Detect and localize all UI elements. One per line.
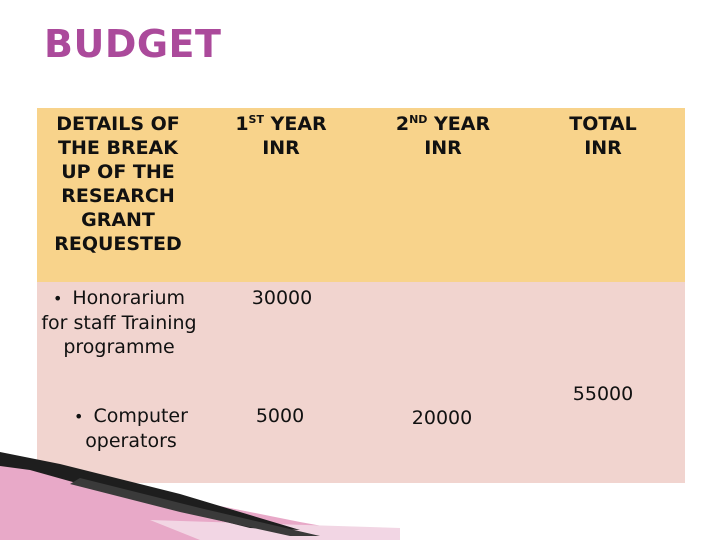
- slide-title: BUDGET: [44, 22, 222, 66]
- row-honorarium-label: Honorarium for staff Training programme: [41, 287, 197, 358]
- row-computer-year1: 5000: [255, 405, 305, 427]
- header-year1-ordinal: ST: [248, 113, 264, 126]
- header-year1: 1ST YEAR INR: [215, 112, 347, 160]
- row-honorarium-year1: 30000: [251, 287, 313, 309]
- decorative-swoosh: [0, 452, 400, 540]
- header-total: TOTAL INR: [569, 113, 637, 159]
- row-honorarium-item: • Honorarium for staff Training programme: [37, 286, 201, 359]
- header-year1-label: YEAR INR: [262, 113, 327, 159]
- header-year2-ordinal: ND: [409, 113, 428, 126]
- row-honorarium-bullet: •: [52, 289, 63, 308]
- header-details: DETAILS OF THE BREAK UP OF THE RESEARCH …: [54, 113, 182, 255]
- table-header-band: [37, 108, 685, 282]
- header-year2-number: 2: [395, 113, 410, 135]
- total-value: 55000: [572, 383, 634, 405]
- swoosh-pink-fill: [0, 456, 400, 540]
- header-year1-number: 1: [235, 113, 249, 135]
- row-computer-year2: 20000: [411, 407, 473, 429]
- budget-table: DETAILS OF THE BREAK UP OF THE RESEARCH …: [37, 108, 685, 483]
- header-year2: 2ND YEAR INR: [375, 112, 511, 160]
- row-computer-label: Computer operators: [85, 405, 188, 452]
- swoosh-dark-band: [0, 452, 300, 530]
- row-computer-bullet: •: [74, 407, 84, 426]
- swoosh-dark-band-2: [70, 478, 320, 536]
- table-body-band: [37, 282, 685, 483]
- row-computer-item: • Computer operators: [45, 404, 217, 453]
- header-year2-label: YEAR INR: [424, 113, 491, 159]
